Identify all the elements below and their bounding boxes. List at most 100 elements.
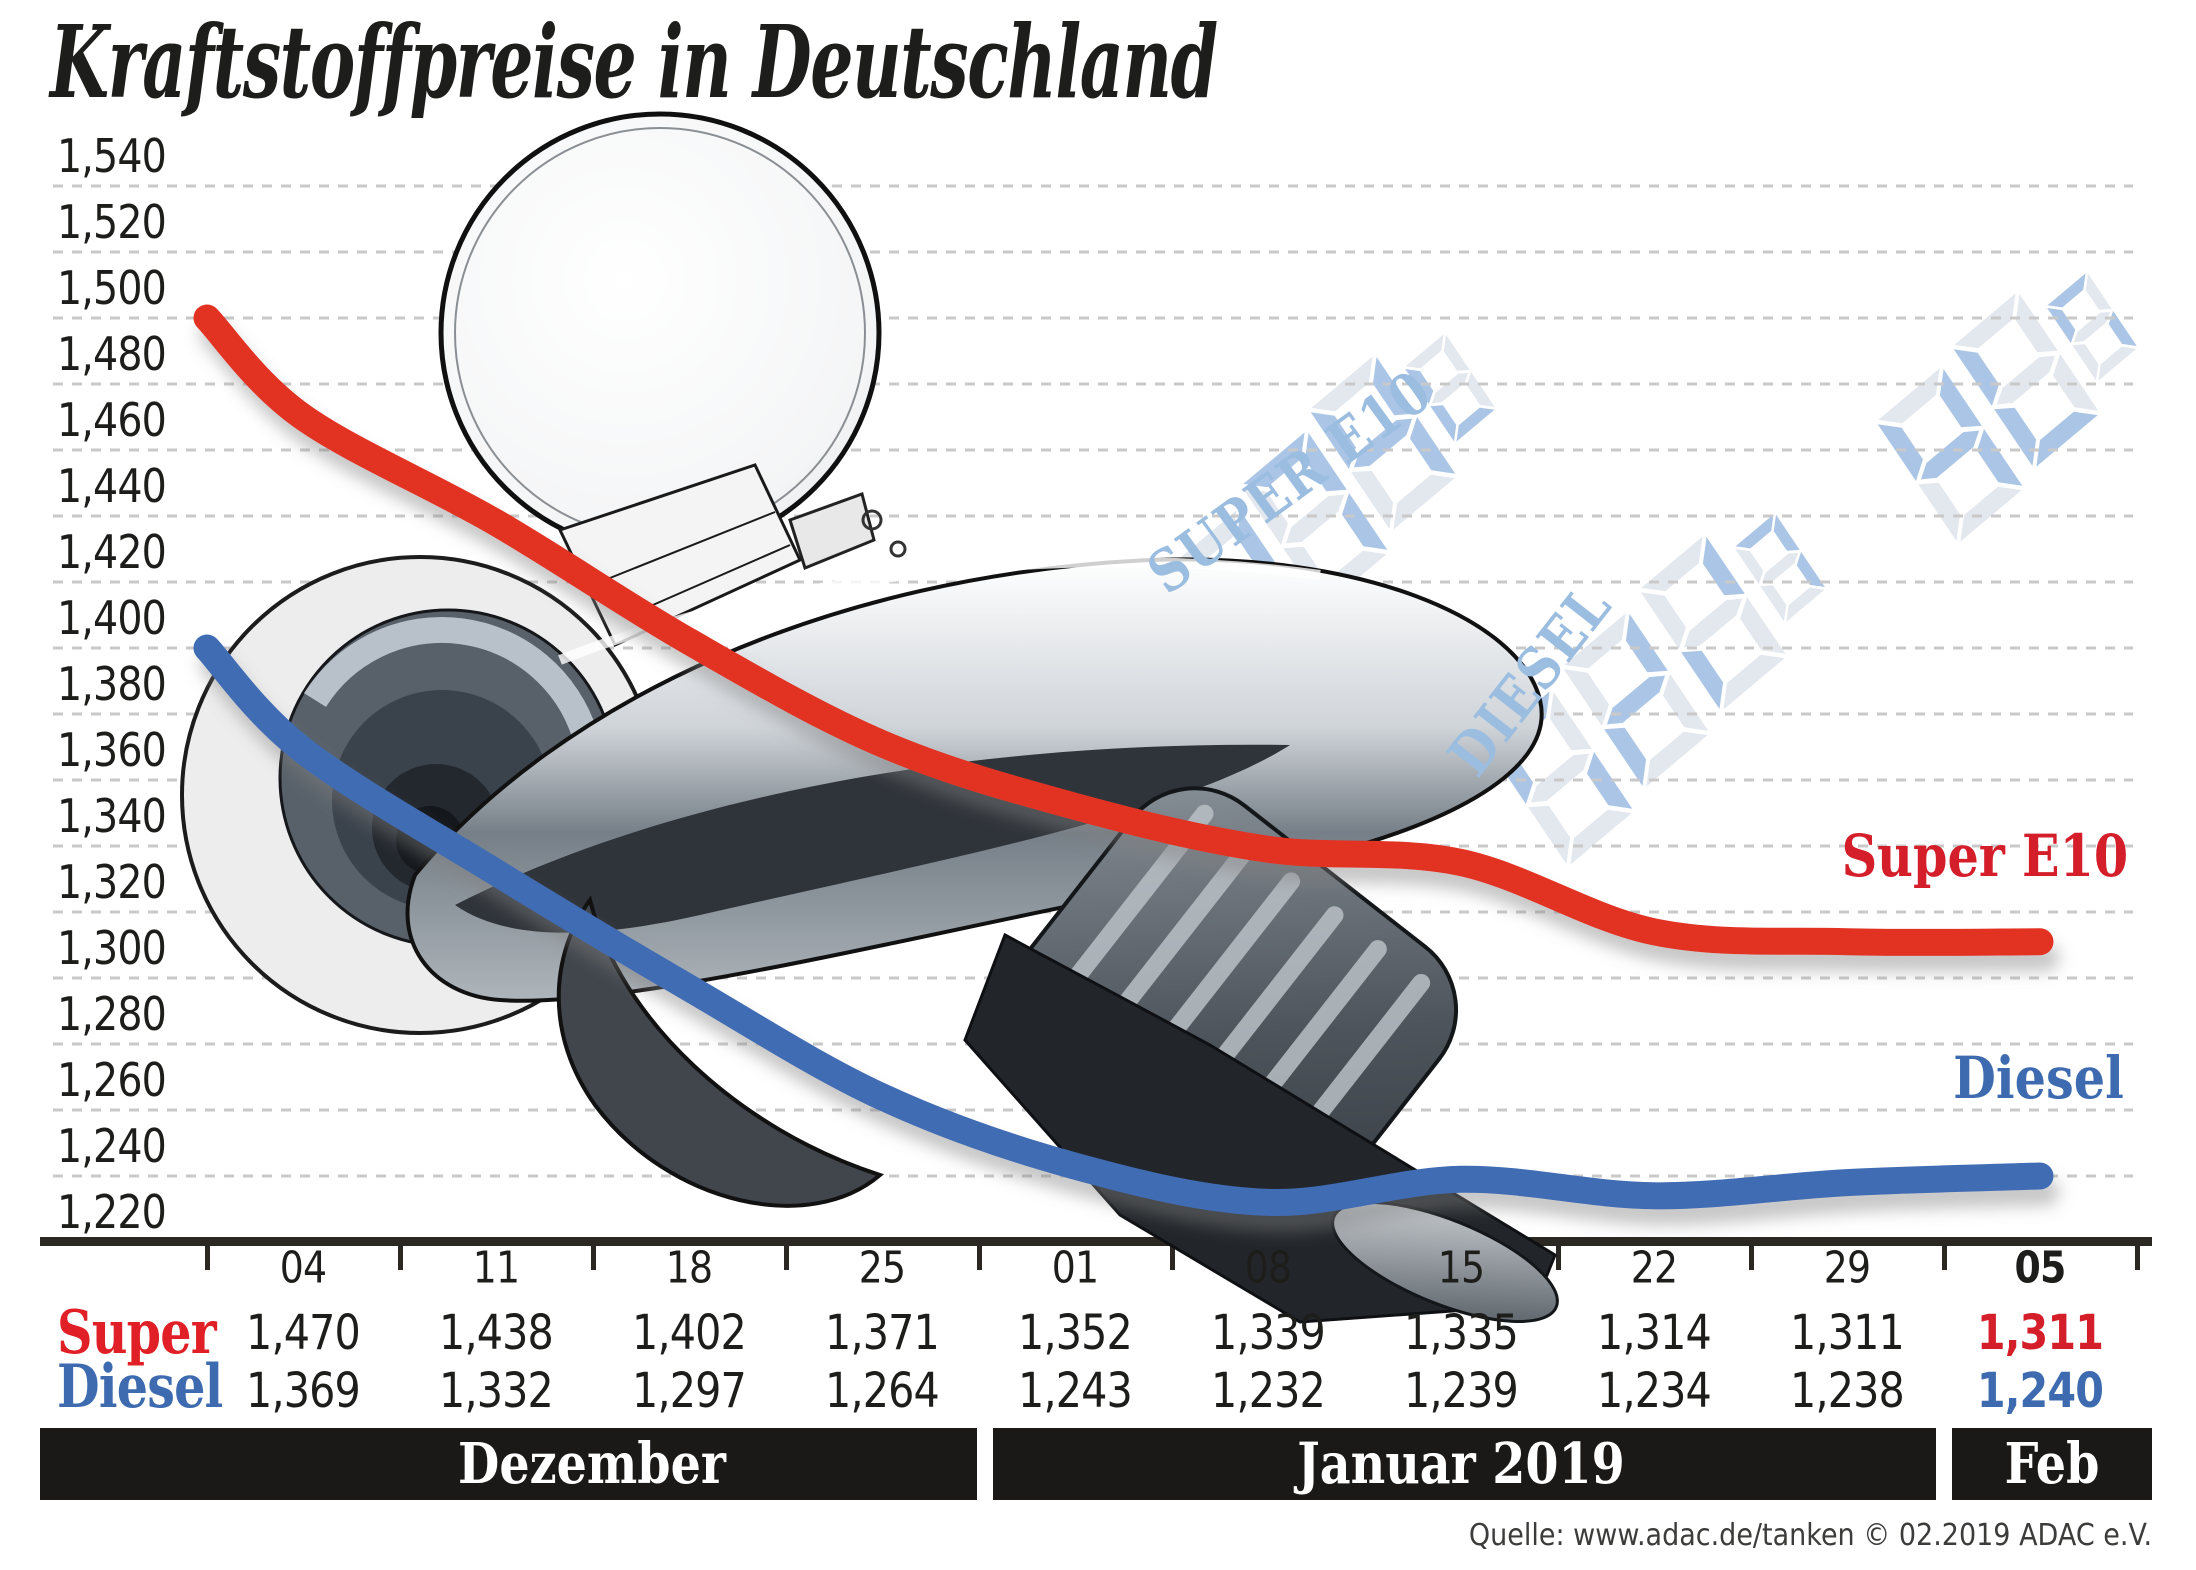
axis-tick <box>205 1246 210 1270</box>
month-band-feb <box>1952 1428 2152 1500</box>
source-note: Quelle: www.adac.de/tanken © 02.2019 ADA… <box>1468 1518 2152 1553</box>
digit-segment <box>1640 592 1686 649</box>
table-value-super: 1,470 <box>246 1305 361 1361</box>
y-tick-label: 1,320 <box>57 855 167 909</box>
digit-segment <box>1243 432 1305 488</box>
month-band-januar <box>993 1428 1936 1500</box>
axis-tick <box>784 1246 789 1270</box>
axis-tick <box>1170 1246 1175 1270</box>
axis-tick <box>1749 1246 1754 1270</box>
x-tick-label: 11 <box>472 1242 520 1294</box>
y-tick-label: 1,340 <box>57 789 167 843</box>
digit-segment <box>1735 548 1764 585</box>
digit-segment <box>1530 753 1590 803</box>
x-tick-label: 22 <box>1630 1242 1678 1294</box>
month-label-feb: Feb <box>2004 1431 2100 1497</box>
table-value-diesel: 1,297 <box>632 1363 747 1419</box>
digit-segment <box>1977 429 2023 486</box>
table-row-label-super: Super <box>57 1298 217 1368</box>
month-band-dezember <box>40 1428 977 1500</box>
page-title: Kraftstoffpreise in Deutschland <box>50 3 1218 121</box>
digit-segment <box>1285 494 1345 544</box>
digit-segment <box>1646 731 1708 787</box>
x-tick-label: 01 <box>1051 1242 1099 1294</box>
ghost-digit <box>1310 356 1456 530</box>
digit-segment <box>1918 482 1961 541</box>
y-tick-label: 1,420 <box>57 525 167 579</box>
digit-segment <box>1786 587 1825 622</box>
table-value-super: 1,339 <box>1211 1305 1326 1361</box>
digit-segment <box>1920 430 1980 480</box>
table-value-diesel: 1,369 <box>246 1363 361 1419</box>
table-value-super: 1,371 <box>825 1305 940 1361</box>
digit-segment <box>2053 354 2099 411</box>
digit-segment <box>1587 752 1633 809</box>
axis-tick <box>591 1246 596 1270</box>
digit-segment <box>1740 597 1786 654</box>
x-tick-label: 18 <box>665 1242 713 1294</box>
y-tick-label: 1,260 <box>57 1053 167 1107</box>
digit-segment <box>1796 551 1825 588</box>
digit-segment <box>1761 552 1799 584</box>
ghost-digit <box>1735 514 1825 622</box>
digit-segment <box>1310 412 1356 469</box>
digit-segment <box>1773 514 1800 551</box>
digit-segment <box>1304 433 1347 492</box>
y-tick-label: 1,240 <box>57 1119 167 1173</box>
digit-segment <box>2085 273 2112 310</box>
table-value-diesel: 1,240 <box>1976 1363 2104 1419</box>
x-tick-label: 29 <box>1823 1242 1871 1294</box>
y-tick-label: 1,380 <box>57 657 167 711</box>
line-diesel <box>193 634 2054 1217</box>
digit-segment <box>2072 344 2099 381</box>
axis-line <box>40 1237 2152 1246</box>
digit-segment <box>1528 805 1571 864</box>
y-tick-label: 1,520 <box>57 195 167 249</box>
digit-segment <box>1663 674 1709 731</box>
digit-segment <box>1625 614 1668 673</box>
digit-segment <box>1877 424 1923 481</box>
axis-tick <box>398 1246 403 1270</box>
digit-segment <box>1994 407 2037 466</box>
axis-tick <box>2135 1246 2140 1270</box>
digit-segment <box>1564 613 1626 669</box>
x-tick-label: 15 <box>1437 1242 1485 1294</box>
digit-segment <box>2098 346 2137 381</box>
curve-label-diesel: Diesel <box>1953 1044 2124 1112</box>
table-value-diesel: 1,264 <box>825 1363 940 1419</box>
digit-segment <box>1456 407 1495 442</box>
x-tick-label: 25 <box>858 1242 906 1294</box>
digit-segment <box>1760 585 1787 622</box>
digit-segment <box>1353 418 1413 468</box>
axis-tick <box>1556 1246 1561 1270</box>
digit-segment <box>1430 405 1457 442</box>
data-lines <box>193 304 2054 1217</box>
month-label-januar: Januar 2019 <box>1297 1431 1625 1497</box>
nozzle-guard <box>556 895 885 1208</box>
digit-segment <box>1175 510 1237 566</box>
x-tick-label: 05 <box>2014 1242 2067 1294</box>
ghost-digit <box>1563 613 1709 787</box>
ghost-digit <box>1877 368 2023 542</box>
digit-segment <box>1641 536 1703 592</box>
month-label-dezember: Dezember <box>458 1431 726 1497</box>
y-tick-label: 1,500 <box>57 261 167 315</box>
digit-segment <box>1311 356 1373 412</box>
y-tick-label: 1,220 <box>57 1185 167 1239</box>
digit-segment <box>1431 372 1469 404</box>
digit-segment <box>2047 273 2086 308</box>
table-value-diesel: 1,232 <box>1211 1363 1326 1419</box>
digit-segment <box>2036 411 2098 467</box>
line-super <box>193 304 2054 956</box>
x-tick-label: 08 <box>1244 1242 1292 1294</box>
digit-segment <box>1236 511 1279 570</box>
table-value-super: 1,438 <box>439 1305 554 1361</box>
digit-segment <box>1681 650 1724 709</box>
table-value-diesel: 1,238 <box>1790 1363 1905 1419</box>
digit-segment <box>1954 293 2016 349</box>
